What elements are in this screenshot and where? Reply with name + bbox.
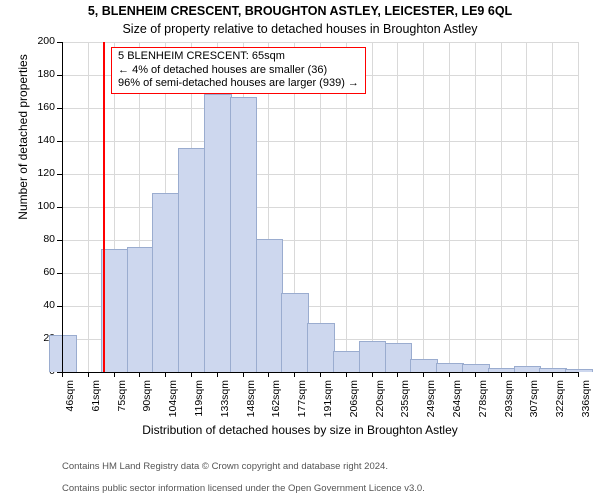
histogram-bar [281,293,309,372]
plot-area: 02040608010012014016018020046sqm61sqm75s… [62,42,578,372]
histogram-bar [256,239,284,372]
y-tick-label: 80 [27,233,55,245]
y-tick-label: 120 [27,167,55,179]
histogram-bar [204,94,232,372]
chart-page: { "title": { "text": "5, BLENHEIM CRESCE… [0,0,600,500]
callout-line1: 5 BLENHEIM CRESCENT: 65sqm [118,50,359,64]
histogram-bar [230,97,258,372]
histogram-bar [333,351,361,372]
chart-title: 5, BLENHEIM CRESCENT, BROUGHTON ASTLEY, … [0,4,600,18]
histogram-bar [385,343,413,372]
x-axis-label: Distribution of detached houses by size … [0,423,600,437]
gridline-v [475,42,476,372]
y-tick-label: 40 [27,299,55,311]
histogram-bar [49,335,77,372]
gridline-v [526,42,527,372]
y-axis-label: Number of detached properties [16,0,30,302]
gridline-v [501,42,502,372]
property-marker-line [103,42,105,372]
histogram-bar [359,341,387,372]
callout-line2: ← 4% of detached houses are smaller (36) [118,64,359,78]
gridline-v [449,42,450,372]
chart-subtitle: Size of property relative to detached ho… [0,22,600,36]
histogram-bar [152,193,180,372]
y-axis-line [62,42,63,372]
gridline-v [372,42,373,372]
y-tick-label: 140 [27,134,55,146]
gridline-v [578,42,579,372]
footer-line2: Contains public sector information licen… [62,483,425,494]
footer-attribution: Contains HM Land Registry data © Crown c… [62,450,425,494]
gridline-v [423,42,424,372]
footer-line1: Contains HM Land Registry data © Crown c… [62,461,388,472]
histogram-bar [462,364,490,372]
gridline-v [397,42,398,372]
histogram-bar [436,363,464,372]
y-tick-label: 160 [27,101,55,113]
histogram-bar [178,148,206,372]
callout-line3: 96% of semi-detached houses are larger (… [118,77,359,91]
gridline-v [552,42,553,372]
x-tick [578,372,579,377]
gridline-v [88,42,89,372]
property-callout: 5 BLENHEIM CRESCENT: 65sqm← 4% of detach… [111,47,366,94]
y-tick-label: 100 [27,200,55,212]
histogram-bar [127,247,155,372]
y-tick-label: 60 [27,266,55,278]
y-tick-label: 200 [27,35,55,47]
y-tick-label: 180 [27,68,55,80]
histogram-bar [410,359,438,372]
histogram-bar [307,323,335,372]
x-axis-line [62,372,578,373]
